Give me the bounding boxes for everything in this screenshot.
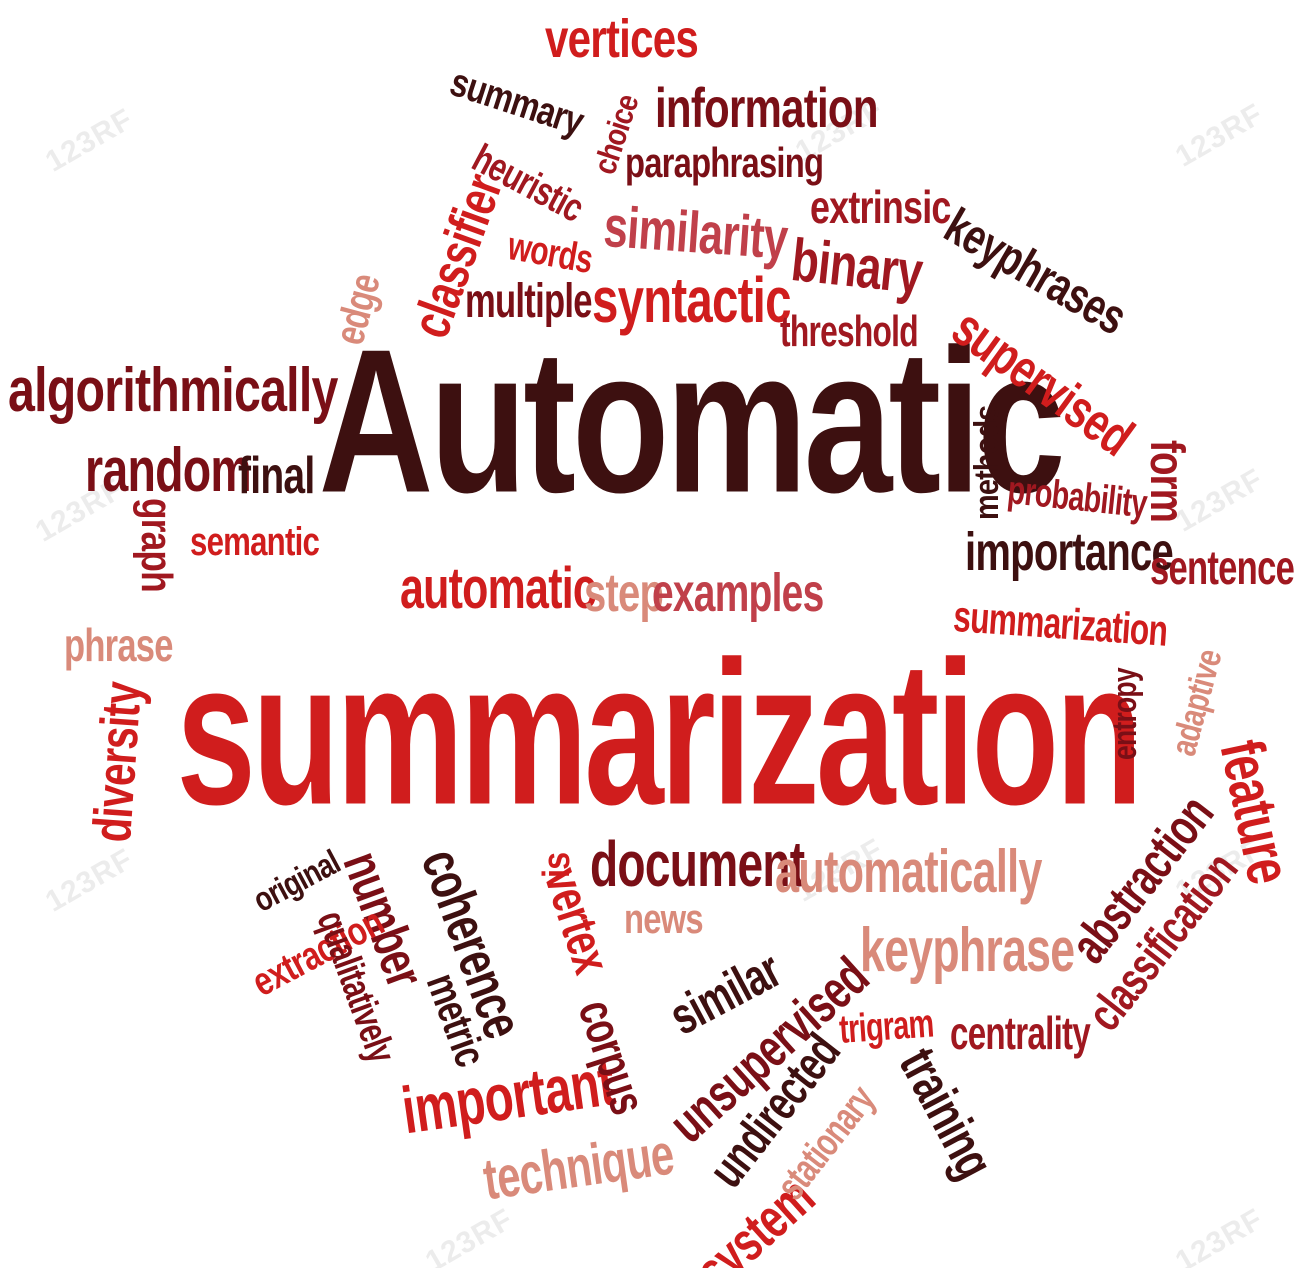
word-keyphrase: keyphrase <box>860 916 1075 985</box>
word-syntactic: syntactic <box>592 264 791 336</box>
word-examples: examples <box>652 563 824 623</box>
word-automatically: automatically <box>775 838 1042 905</box>
watermark: 123RF <box>1170 1202 1269 1268</box>
word-entropy: entropy <box>1106 668 1144 760</box>
word-paraphrasing: paraphrasing <box>625 139 824 186</box>
word-trigram: trigram <box>837 1001 935 1052</box>
word-document: document <box>590 828 805 900</box>
word-sentence: sentence <box>1150 542 1295 595</box>
word-algorithmically: algorithmically <box>8 356 338 425</box>
word-semantic: semantic <box>190 520 320 564</box>
word-vertices: vertices <box>545 9 699 69</box>
word-summary: summary <box>445 60 589 145</box>
word-phrase: phrase <box>64 619 173 671</box>
word-importance: importance <box>965 522 1174 582</box>
word-step: step <box>584 563 664 623</box>
watermark: 123RF <box>40 842 139 919</box>
word-random: random <box>85 436 252 505</box>
word-summarization-title: summarization <box>176 618 1144 848</box>
word-similarity: similarity <box>601 194 790 272</box>
word-form: form <box>1140 440 1193 523</box>
word-threshold: threshold <box>780 307 919 356</box>
word-binary: binary <box>788 226 926 307</box>
word-automatic-title: Automatic <box>318 306 1067 536</box>
word-final: final <box>238 447 315 505</box>
word-centrality: centrality <box>950 1007 1091 1059</box>
word-extrinsic: extrinsic <box>810 181 951 233</box>
word-information: information <box>655 76 878 139</box>
watermark: 123RF <box>420 1202 519 1268</box>
word-original: original <box>247 843 346 920</box>
word-multiple: multiple <box>465 275 592 328</box>
word-diversity: diversity <box>82 680 154 844</box>
watermark: 123RF <box>40 102 139 179</box>
word-training: training <box>887 1038 1005 1188</box>
word-technique: technique <box>479 1121 678 1213</box>
word-adaptive: adaptive <box>1162 645 1230 760</box>
word-graph: graph <box>132 498 181 592</box>
word-methods: methods <box>968 405 1006 520</box>
word-words: words <box>504 224 596 283</box>
watermark: 123RF <box>1170 97 1269 174</box>
word-news: news <box>624 895 704 942</box>
word-automatic: automatic <box>400 556 597 621</box>
